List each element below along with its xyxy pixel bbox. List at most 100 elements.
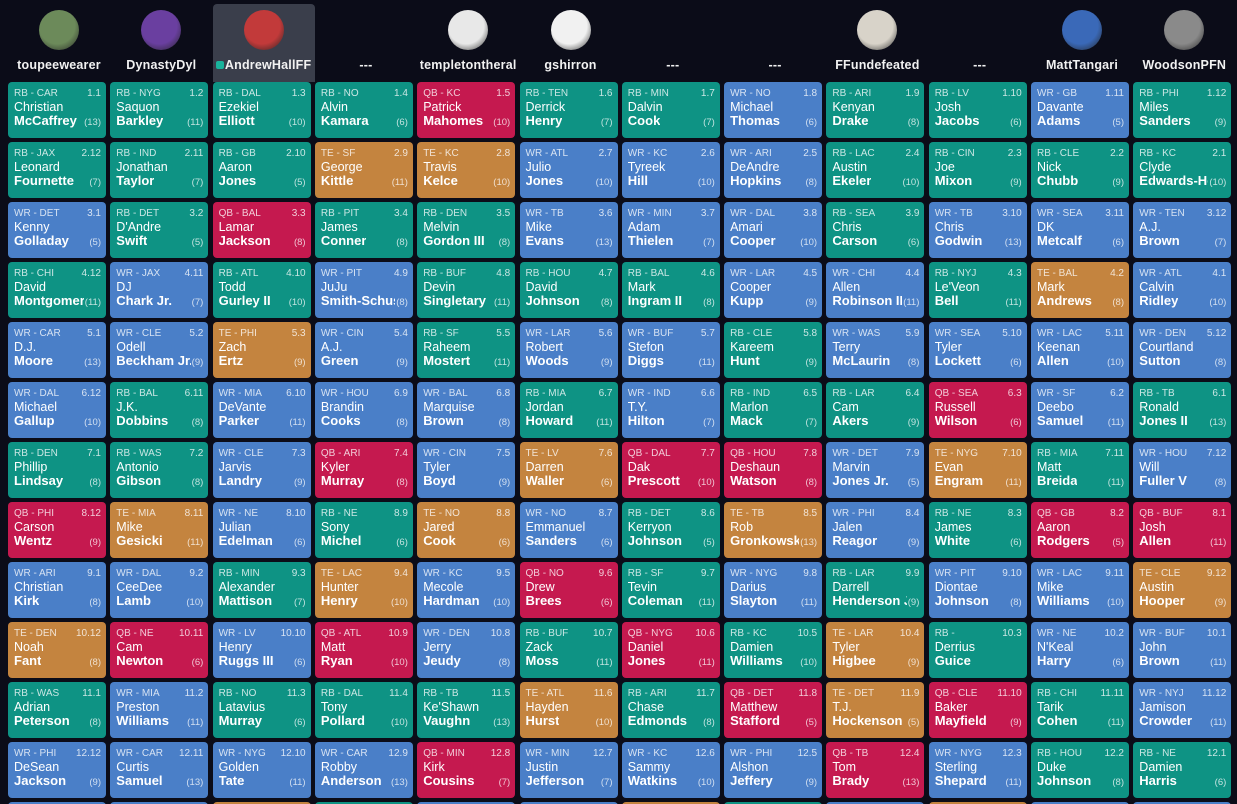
team-column-header[interactable]: toupeewearer (8, 4, 110, 82)
pick-card[interactable]: QB - DAL 7.7 Dak Prescott (10) (621, 442, 720, 498)
pick-card[interactable]: WR - SEA 5.10 Tyler Lockett (6) (928, 322, 1027, 378)
pick-card[interactable]: TE - PHI 5.3 Zach Ertz (9) (212, 322, 311, 378)
pick-card[interactable]: WR - DEN 5.12 Courtland Sutton (8) (1133, 322, 1232, 378)
pick-card[interactable]: WR - LAR 5.6 Robert Woods (9) (519, 322, 618, 378)
team-column-header[interactable]: --- (315, 4, 417, 82)
pick-card[interactable] (314, 802, 413, 804)
pick-card[interactable]: RB - MIN 9.3 Alexander Mattison (7) (212, 562, 311, 618)
pick-card[interactable]: WR - MIN 3.7 Adam Thielen (7) (621, 202, 720, 258)
pick-card[interactable]: WR - LAR 4.5 Cooper Kupp (9) (724, 262, 823, 318)
pick-card[interactable]: RB - WAS 11.1 Adrian Peterson (8) (8, 682, 106, 738)
pick-card[interactable]: RB - BUF 10.7 Zack Moss (11) (519, 622, 618, 678)
pick-card[interactable]: WR - PIT 9.10 Diontae Johnson (8) (928, 562, 1027, 618)
pick-card[interactable]: TE - KC 2.8 Travis Kelce (10) (417, 142, 516, 198)
pick-card[interactable]: WR - ARI 2.5 DeAndre Hopkins (8) (724, 142, 823, 198)
pick-card[interactable]: WR - KC 12.6 Sammy Watkins (10) (621, 742, 720, 798)
pick-card[interactable]: RB - NE 8.9 Sony Michel (6) (314, 502, 413, 558)
pick-card[interactable]: WR - ATL 2.7 Julio Jones (10) (519, 142, 618, 198)
pick-card[interactable]: QB - PHI 8.12 Carson Wentz (9) (8, 502, 106, 558)
pick-card[interactable]: WR - TB 3.10 Chris Godwin (13) (928, 202, 1027, 258)
pick-card[interactable]: WR - BUF 5.7 Stefon Diggs (11) (621, 322, 720, 378)
pick-card[interactable]: RB - NYG 1.2 Saquon Barkley (11) (110, 82, 209, 138)
pick-card[interactable]: RB - LAR 6.4 Cam Akers (9) (826, 382, 925, 438)
pick-card[interactable]: QB - ARI 7.4 Kyler Murray (8) (314, 442, 413, 498)
pick-card[interactable] (928, 802, 1027, 804)
pick-card[interactable]: RB - DET 3.2 D'Andre Swift (5) (110, 202, 209, 258)
pick-card[interactable]: TE - CLE 9.12 Austin Hooper (9) (1133, 562, 1232, 618)
pick-card[interactable]: TE - DEN 10.12 Noah Fant (8) (8, 622, 106, 678)
pick-card[interactable]: WR - DAL 9.2 CeeDee Lamb (10) (110, 562, 209, 618)
pick-card[interactable]: RB - NE 8.3 James White (6) (928, 502, 1027, 558)
pick-card[interactable]: WR - BUF 10.1 John Brown (11) (1133, 622, 1232, 678)
pick-card[interactable]: RB - SEA 3.9 Chris Carson (6) (826, 202, 925, 258)
team-column-header[interactable]: AndrewHallFF (212, 4, 315, 82)
pick-card[interactable]: TE - NYG 7.10 Evan Engram (11) (928, 442, 1027, 498)
pick-card[interactable]: WR - KC 2.6 Tyreek Hill (10) (621, 142, 720, 198)
pick-card[interactable]: TE - LV 7.6 Darren Waller (6) (519, 442, 618, 498)
pick-card[interactable]: WR - CLE 5.2 Odell Beckham Jr. (9) (110, 322, 209, 378)
pick-card[interactable]: RB - HOU 12.2 Duke Johnson (8) (1031, 742, 1129, 798)
team-column-header[interactable]: --- (724, 4, 826, 82)
pick-card[interactable] (8, 802, 106, 804)
pick-card[interactable]: RB - LV 1.10 Josh Jacobs (6) (928, 82, 1027, 138)
pick-card[interactable] (110, 802, 209, 804)
team-column-header[interactable]: FFundefeated (826, 4, 928, 82)
pick-card[interactable] (1031, 802, 1129, 804)
pick-card[interactable]: RB - TB 6.1 Ronald Jones II (13) (1133, 382, 1232, 438)
pick-card[interactable]: WR - CAR 12.11 Curtis Samuel (13) (110, 742, 209, 798)
team-column-header[interactable]: WoodsonPFN (1133, 4, 1235, 82)
pick-card[interactable]: RB - TB 11.5 Ke'Shawn Vaughn (13) (417, 682, 516, 738)
pick-card[interactable]: TE - SF 2.9 George Kittle (11) (314, 142, 413, 198)
pick-card[interactable]: QB - NE 10.11 Cam Newton (6) (110, 622, 209, 678)
pick-card[interactable]: RB - ARI 1.9 Kenyan Drake (8) (826, 82, 925, 138)
team-column-header[interactable]: --- (622, 4, 724, 82)
pick-card[interactable]: TE - TB 8.5 Rob Gronkowski (13) (724, 502, 823, 558)
pick-card[interactable]: WR - TEN 3.12 A.J. Brown (7) (1133, 202, 1232, 258)
pick-card[interactable]: QB - GB 8.2 Aaron Rodgers (5) (1031, 502, 1129, 558)
pick-card[interactable]: RB - JAX 2.12 Leonard Fournette (7) (8, 142, 106, 198)
pick-card[interactable]: QB - ATL 10.9 Matt Ryan (10) (314, 622, 413, 678)
pick-card[interactable]: RB - NO 1.4 Alvin Kamara (6) (314, 82, 413, 138)
pick-card[interactable] (212, 802, 311, 804)
pick-card[interactable]: RB - NE 12.1 Damien Harris (6) (1133, 742, 1232, 798)
pick-card[interactable]: WR - GB 1.11 Davante Adams (5) (1031, 82, 1129, 138)
pick-card[interactable]: WR - NE 10.2 N'Keal Harry (6) (1031, 622, 1129, 678)
pick-card[interactable]: RB - NO 11.3 Latavius Murray (6) (212, 682, 311, 738)
pick-card[interactable]: WR - CLE 7.3 Jarvis Landry (9) (212, 442, 311, 498)
pick-card[interactable]: WR - KC 9.5 Mecole Hardman (10) (417, 562, 516, 618)
pick-card[interactable]: WR - CIN 7.5 Tyler Boyd (9) (417, 442, 516, 498)
pick-card[interactable]: QB - CLE 11.10 Baker Mayfield (9) (928, 682, 1027, 738)
pick-card[interactable]: WR - NYG 12.3 Sterling Shepard (11) (928, 742, 1027, 798)
pick-card[interactable]: RB - TEN 1.6 Derrick Henry (7) (519, 82, 618, 138)
pick-card[interactable]: WR - TB 3.6 Mike Evans (13) (519, 202, 618, 258)
pick-card[interactable]: WR - HOU 6.9 Brandin Cooks (8) (314, 382, 413, 438)
pick-card[interactable]: RB - DET 8.6 Kerryon Johnson (5) (621, 502, 720, 558)
pick-card[interactable]: WR - DEN 10.8 Jerry Jeudy (8) (417, 622, 516, 678)
pick-card[interactable]: WR - MIN 12.7 Justin Jefferson (7) (519, 742, 618, 798)
team-column-header[interactable]: MattTangari (1031, 4, 1133, 82)
pick-card[interactable]: RB - DAL 11.4 Tony Pollard (10) (314, 682, 413, 738)
pick-card[interactable]: WR - CAR 12.9 Robby Anderson (13) (314, 742, 413, 798)
pick-card[interactable] (417, 802, 516, 804)
pick-card[interactable]: RB - BAL 6.11 J.K. Dobbins (8) (110, 382, 209, 438)
pick-card[interactable]: WR - CHI 4.4 Allen Robinson II (11) (826, 262, 925, 318)
pick-card[interactable]: RB - DAL 1.3 Ezekiel Elliott (10) (212, 82, 311, 138)
pick-card[interactable]: QB - MIN 12.8 Kirk Cousins (7) (417, 742, 516, 798)
pick-card[interactable]: QB - KC 1.5 Patrick Mahomes (10) (417, 82, 516, 138)
pick-card[interactable]: RB - DEN 7.1 Phillip Lindsay (8) (8, 442, 106, 498)
pick-card[interactable]: RB - CAR 1.1 Christian McCaffrey (13) (8, 82, 106, 138)
pick-card[interactable]: RB - MIN 1.7 Dalvin Cook (7) (621, 82, 720, 138)
pick-card[interactable]: WR - DAL 3.8 Amari Cooper (10) (724, 202, 823, 258)
pick-card[interactable]: WR - LAC 5.11 Keenan Allen (10) (1031, 322, 1129, 378)
pick-card[interactable]: TE - LAC 9.4 Hunter Henry (10) (314, 562, 413, 618)
pick-card[interactable]: WR - NE 8.10 Julian Edelman (6) (212, 502, 311, 558)
pick-card[interactable]: RB - 10.3 Derrius Guice (928, 622, 1027, 678)
pick-card[interactable]: WR - PHI 12.12 DeSean Jackson (9) (8, 742, 106, 798)
pick-card[interactable]: TE - ATL 11.6 Hayden Hurst (10) (519, 682, 618, 738)
pick-card[interactable]: WR - DET 3.1 Kenny Golladay (5) (8, 202, 106, 258)
pick-card[interactable]: WR - IND 6.6 T.Y. Hilton (7) (621, 382, 720, 438)
pick-card[interactable]: RB - PHI 1.12 Miles Sanders (9) (1133, 82, 1232, 138)
pick-card[interactable]: RB - ARI 11.7 Chase Edmonds (8) (621, 682, 720, 738)
